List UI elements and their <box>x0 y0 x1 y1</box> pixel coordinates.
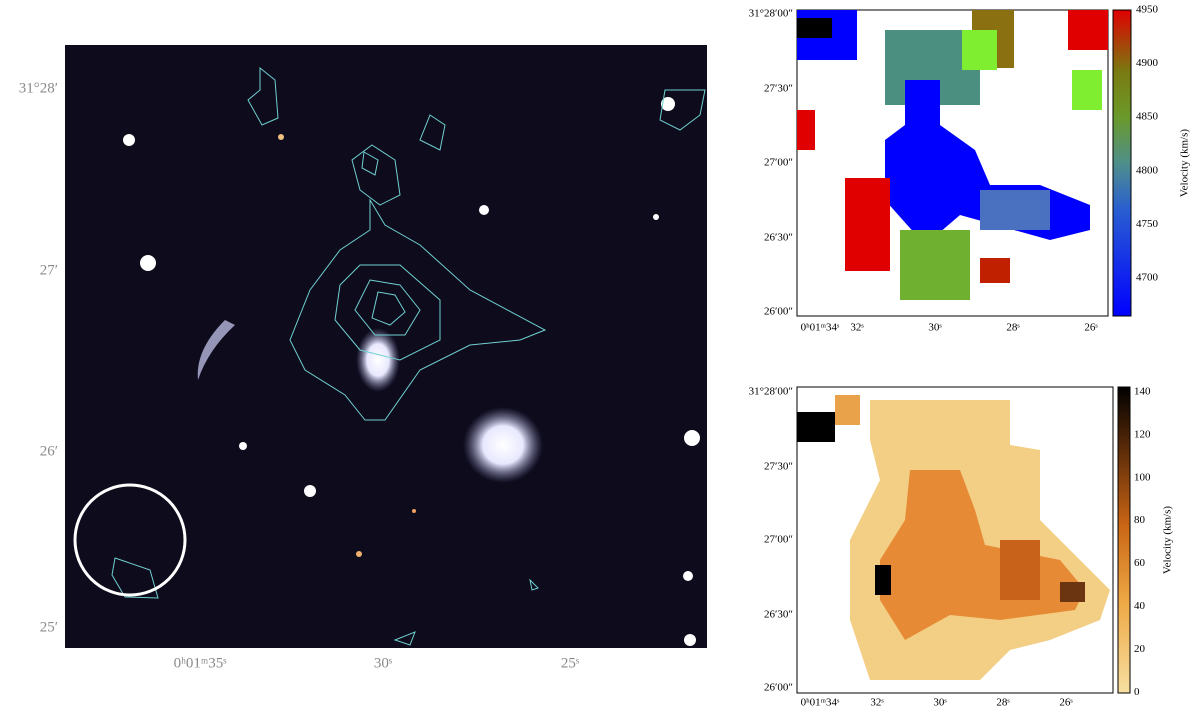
colorbar-tick-label: 4900 <box>1136 57 1159 69</box>
y-tick-label: 26′ <box>40 443 58 459</box>
colorbar-tick-label: 4700 <box>1136 272 1159 284</box>
x-tick-label: 32ˢ <box>870 697 884 709</box>
x-tick-label: 0ʰ01ᵐ34ˢ <box>801 697 840 709</box>
velocity-map <box>796 9 1132 317</box>
y-tick-label: 27′30″ <box>764 461 793 473</box>
y-tick-label: 26′30″ <box>764 232 793 244</box>
colorbar-tick-label: 80 <box>1134 514 1146 526</box>
colorbar-tick-label: 120 <box>1134 428 1151 440</box>
x-tick-label: 26ˢ <box>1084 322 1098 334</box>
colorbar-tick-label: 60 <box>1134 557 1146 569</box>
x-tick-label: 30ˢ <box>933 697 947 709</box>
colorbar-tick-label: 140 <box>1134 386 1151 398</box>
y-tick-label: 27′30″ <box>764 83 793 95</box>
optical-image <box>65 45 707 648</box>
x-tick-label: 26ˢ <box>1059 697 1073 709</box>
colorbar-tick-label: 100 <box>1134 471 1151 483</box>
y-tick-label: 31°28′00″ <box>749 386 793 398</box>
y-tick-label: 27′00″ <box>764 534 793 546</box>
colorbar-tick-label: 40 <box>1134 600 1146 612</box>
dispersion-map <box>796 386 1131 694</box>
colorbar-tick-label: 0 <box>1134 686 1140 698</box>
colorbar-label: Velocity (km/s) <box>1179 129 1191 197</box>
x-tick-label: 30ˢ <box>374 655 392 671</box>
x-tick-label: 0ʰ01ᵐ34ˢ <box>801 322 840 334</box>
colorbar-tick-label: 4950 <box>1136 4 1159 16</box>
colorbar-tick-label: 4750 <box>1136 218 1159 230</box>
y-tick-label: 26′30″ <box>764 609 793 621</box>
x-tick-label: 25ˢ <box>561 655 579 671</box>
x-tick-label: 30ˢ <box>928 322 942 334</box>
x-tick-label: 28ˢ <box>996 697 1010 709</box>
y-tick-label: 27′00″ <box>764 157 793 169</box>
colorbar-tick-label: 4800 <box>1136 164 1159 176</box>
y-tick-label: 31°28′00″ <box>749 8 793 20</box>
colorbar-tick-label: 4850 <box>1136 111 1159 123</box>
x-tick-label: 28ˢ <box>1006 322 1020 334</box>
y-tick-label: 25′ <box>40 619 58 635</box>
x-tick-label: 0ʰ01ᵐ35ˢ <box>174 655 227 671</box>
y-tick-label: 26′00″ <box>764 682 793 694</box>
x-tick-label: 32ˢ <box>850 322 864 334</box>
y-tick-label: 27′ <box>40 262 58 278</box>
colorbar-tick-label: 20 <box>1134 643 1146 655</box>
y-tick-label: 31°28′ <box>19 80 58 96</box>
y-tick-label: 26′00″ <box>764 306 793 318</box>
colorbar-label: Velocity (km/s) <box>1162 506 1174 574</box>
